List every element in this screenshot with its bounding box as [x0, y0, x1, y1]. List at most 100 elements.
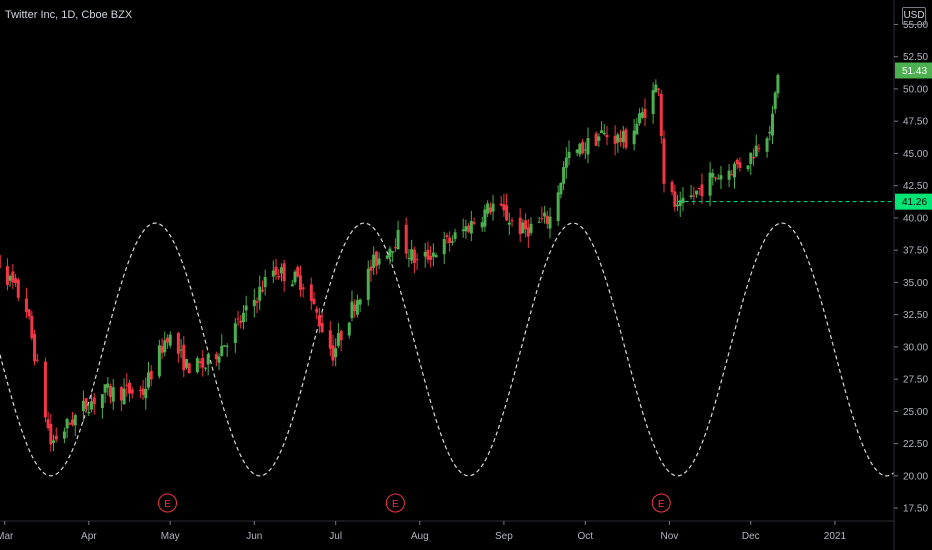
candle-body — [510, 220, 514, 222]
candle-body — [87, 412, 91, 414]
candles — [0, 73, 780, 452]
earnings-marker-circle — [157, 493, 177, 513]
candle-body — [562, 167, 566, 184]
candle-body — [187, 363, 191, 374]
x-tick-label: 2021 — [824, 531, 847, 542]
candle-body — [765, 138, 769, 152]
candle-body — [499, 203, 503, 206]
candle-body — [638, 113, 642, 124]
candle-body — [315, 308, 319, 313]
candle-body — [35, 359, 39, 361]
candle-body — [695, 190, 699, 195]
candle-body — [182, 344, 186, 371]
candle-body — [138, 389, 142, 391]
candle-body — [605, 134, 609, 138]
earnings-marker[interactable]: E — [157, 493, 177, 513]
price-axis[interactable]: 17.50 20.00 22.50 25.00 27.50 30.00 32.50 35.00… — [894, 20, 928, 515]
candle-body — [163, 340, 167, 353]
candle-body — [526, 227, 530, 237]
candle-body — [624, 129, 628, 148]
candle-body — [564, 157, 568, 168]
marker-badge — [895, 193, 932, 210]
earnings-marker-circle — [651, 493, 671, 513]
candle-body — [147, 372, 151, 388]
candle-body — [8, 275, 12, 281]
candle-body — [255, 301, 259, 303]
candle-body — [90, 401, 94, 410]
time-axis[interactable]: Mar Apr May Jun Jul Aug Sep Oct Nov Dec 2021 — [0, 521, 846, 542]
earnings-marker-label: E — [164, 499, 171, 510]
earnings-marker[interactable]: E — [651, 493, 671, 513]
candle-body — [0, 255, 1, 269]
symbol-title[interactable]: Twitter Inc, 1D, Cboe BZX — [5, 9, 133, 21]
candle-body — [651, 90, 655, 114]
candle-body — [49, 423, 53, 445]
candle-body — [144, 388, 148, 399]
cycle-curve — [0, 222, 895, 477]
candle-body — [654, 84, 658, 93]
candle-body — [68, 423, 72, 425]
candle-body — [727, 170, 731, 180]
candle-body — [222, 345, 226, 347]
candle-body — [567, 151, 571, 159]
candle-body — [165, 337, 169, 343]
candle-body — [426, 249, 430, 260]
last-price-badge: 51.43 — [895, 62, 932, 79]
candle-body — [141, 388, 145, 396]
earnings-marker[interactable]: E — [385, 493, 405, 513]
candle-body — [578, 143, 582, 155]
candle-body — [754, 145, 758, 157]
x-tick-label: May — [161, 531, 180, 542]
candle-body — [575, 149, 579, 153]
currency-button[interactable]: USD — [902, 7, 926, 25]
candle-body — [168, 334, 172, 346]
candle-body — [73, 415, 77, 426]
candle-body — [217, 356, 221, 363]
candle-body — [583, 149, 587, 151]
x-tick-label: Oct — [578, 531, 594, 542]
candle-body — [100, 394, 104, 409]
candle-body — [282, 263, 286, 282]
candle-body — [461, 229, 465, 232]
earnings-marker-label: E — [392, 499, 399, 510]
candle-body — [258, 286, 262, 301]
candle-body — [404, 224, 408, 254]
horizontal-marker[interactable]: 41.26 — [677, 193, 932, 210]
candle-body — [312, 298, 316, 304]
y-tick-label: 25.00 — [903, 407, 928, 418]
candle-body — [635, 123, 639, 135]
candle-body — [450, 241, 454, 243]
candle-body — [54, 435, 58, 440]
candle-body — [179, 349, 183, 351]
candle-body — [195, 358, 199, 373]
candle-body — [84, 398, 88, 409]
candle-body — [730, 174, 734, 176]
candle-body — [407, 257, 411, 259]
candle-body — [770, 113, 774, 136]
candle-body — [483, 209, 487, 227]
candle-body — [752, 157, 756, 159]
candle-body — [293, 271, 297, 283]
candle-body — [735, 159, 739, 165]
candle-body — [708, 172, 712, 196]
candle-body — [11, 271, 15, 283]
candle-body — [716, 178, 720, 180]
candle-body — [518, 217, 522, 235]
candle-body — [602, 132, 606, 135]
candle-body — [613, 135, 617, 144]
candle-body — [30, 315, 34, 339]
candle-body — [214, 354, 218, 360]
candle-body — [111, 387, 115, 402]
last-price-label: 51.43 — [902, 66, 927, 77]
candle-body — [738, 162, 742, 168]
candle-body — [33, 333, 37, 362]
candle-body — [445, 235, 449, 238]
candle-body — [220, 345, 224, 356]
candle-body — [640, 112, 644, 118]
candle-body — [81, 400, 85, 412]
candle-body — [711, 173, 715, 178]
x-tick-label: Nov — [660, 531, 678, 542]
candle-body — [122, 388, 126, 405]
